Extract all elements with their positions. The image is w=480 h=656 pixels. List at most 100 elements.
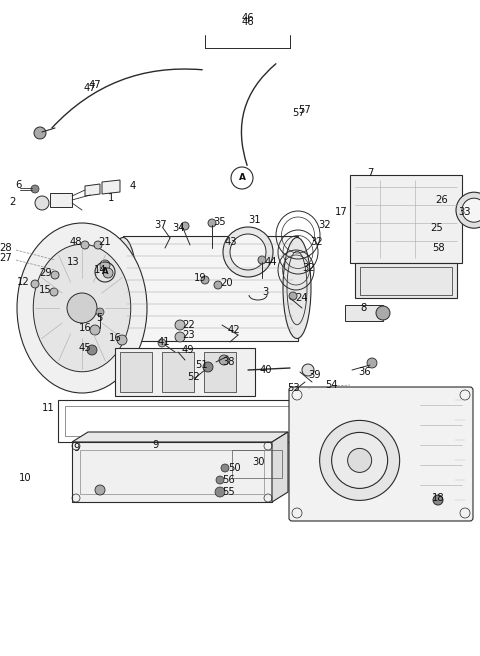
Text: 15: 15 <box>39 285 52 295</box>
Text: 37: 37 <box>155 220 167 230</box>
Text: 23: 23 <box>182 330 194 340</box>
Polygon shape <box>102 180 120 194</box>
Text: 34: 34 <box>172 223 185 233</box>
Text: 50: 50 <box>228 463 240 473</box>
Text: 6: 6 <box>16 180 22 190</box>
Circle shape <box>258 256 266 264</box>
Circle shape <box>181 222 189 230</box>
Circle shape <box>216 476 224 484</box>
Text: 29: 29 <box>39 268 52 278</box>
Circle shape <box>215 487 225 497</box>
Text: 51: 51 <box>195 360 208 370</box>
Bar <box>50 193 72 207</box>
Circle shape <box>35 196 49 210</box>
Text: 18: 18 <box>432 493 444 503</box>
Circle shape <box>175 320 185 330</box>
Text: 21: 21 <box>98 237 111 247</box>
Circle shape <box>158 339 166 347</box>
Circle shape <box>223 227 273 277</box>
Bar <box>345 305 383 321</box>
Text: 4: 4 <box>130 181 136 191</box>
Text: 19: 19 <box>194 273 207 283</box>
Text: 31: 31 <box>248 215 261 225</box>
Circle shape <box>34 127 46 139</box>
Text: 57: 57 <box>293 108 305 118</box>
Text: 32: 32 <box>302 263 314 273</box>
Bar <box>162 352 194 392</box>
Text: 46: 46 <box>242 13 254 23</box>
Circle shape <box>376 306 390 320</box>
Polygon shape <box>72 432 288 442</box>
Text: 16: 16 <box>79 323 92 333</box>
Ellipse shape <box>67 293 97 323</box>
Text: 36: 36 <box>358 367 371 377</box>
Text: 56: 56 <box>222 475 235 485</box>
Circle shape <box>96 308 104 316</box>
Bar <box>232 450 282 478</box>
Text: 44: 44 <box>265 257 277 267</box>
Circle shape <box>95 485 105 495</box>
Circle shape <box>320 420 400 501</box>
Circle shape <box>81 241 89 249</box>
Text: 5: 5 <box>96 313 103 323</box>
Text: 27: 27 <box>0 253 12 263</box>
Text: 32: 32 <box>318 220 331 230</box>
Polygon shape <box>272 432 288 502</box>
Text: 8: 8 <box>360 303 366 313</box>
Circle shape <box>100 260 110 270</box>
Text: 1: 1 <box>108 193 114 203</box>
Text: 42: 42 <box>228 325 240 335</box>
Circle shape <box>433 495 443 505</box>
Text: 41: 41 <box>157 337 170 347</box>
Circle shape <box>367 358 377 368</box>
Text: 52: 52 <box>187 372 200 382</box>
Text: 43: 43 <box>225 237 238 247</box>
Circle shape <box>201 276 209 284</box>
Circle shape <box>103 268 113 278</box>
Bar <box>350 175 462 263</box>
Text: 28: 28 <box>0 243 12 253</box>
Circle shape <box>51 271 59 279</box>
Text: 47: 47 <box>89 80 101 90</box>
Text: 40: 40 <box>260 365 273 375</box>
Text: 53: 53 <box>288 383 300 393</box>
Text: 58: 58 <box>432 243 444 253</box>
Bar <box>58 400 298 442</box>
Polygon shape <box>85 184 100 196</box>
Circle shape <box>94 241 102 249</box>
Bar <box>80 450 264 494</box>
Bar <box>204 352 236 392</box>
Bar <box>65 406 291 436</box>
Text: 9: 9 <box>73 443 80 453</box>
Circle shape <box>302 364 314 376</box>
Text: 24: 24 <box>295 293 308 303</box>
Ellipse shape <box>283 237 311 338</box>
Text: 17: 17 <box>335 207 348 217</box>
Bar <box>360 267 452 295</box>
Circle shape <box>31 280 39 288</box>
Circle shape <box>87 345 97 355</box>
Text: 22: 22 <box>182 320 195 330</box>
Circle shape <box>289 292 297 300</box>
Bar <box>355 263 457 298</box>
Bar <box>72 442 272 502</box>
Text: 32: 32 <box>310 237 323 247</box>
Bar <box>115 348 255 396</box>
Text: 33: 33 <box>458 207 470 217</box>
Text: 10: 10 <box>19 473 32 483</box>
Text: 2: 2 <box>10 197 16 207</box>
Text: 47: 47 <box>84 83 96 93</box>
Text: 13: 13 <box>67 257 80 267</box>
Circle shape <box>90 325 100 335</box>
Text: 12: 12 <box>17 277 30 287</box>
Text: 55: 55 <box>222 487 235 497</box>
Text: 9: 9 <box>152 440 158 450</box>
Text: 11: 11 <box>42 403 55 413</box>
Circle shape <box>230 234 266 270</box>
Circle shape <box>203 362 213 372</box>
Text: 30: 30 <box>252 457 264 467</box>
Circle shape <box>214 281 222 289</box>
Circle shape <box>332 432 388 489</box>
Text: 45: 45 <box>78 343 91 353</box>
Text: 26: 26 <box>435 195 448 205</box>
